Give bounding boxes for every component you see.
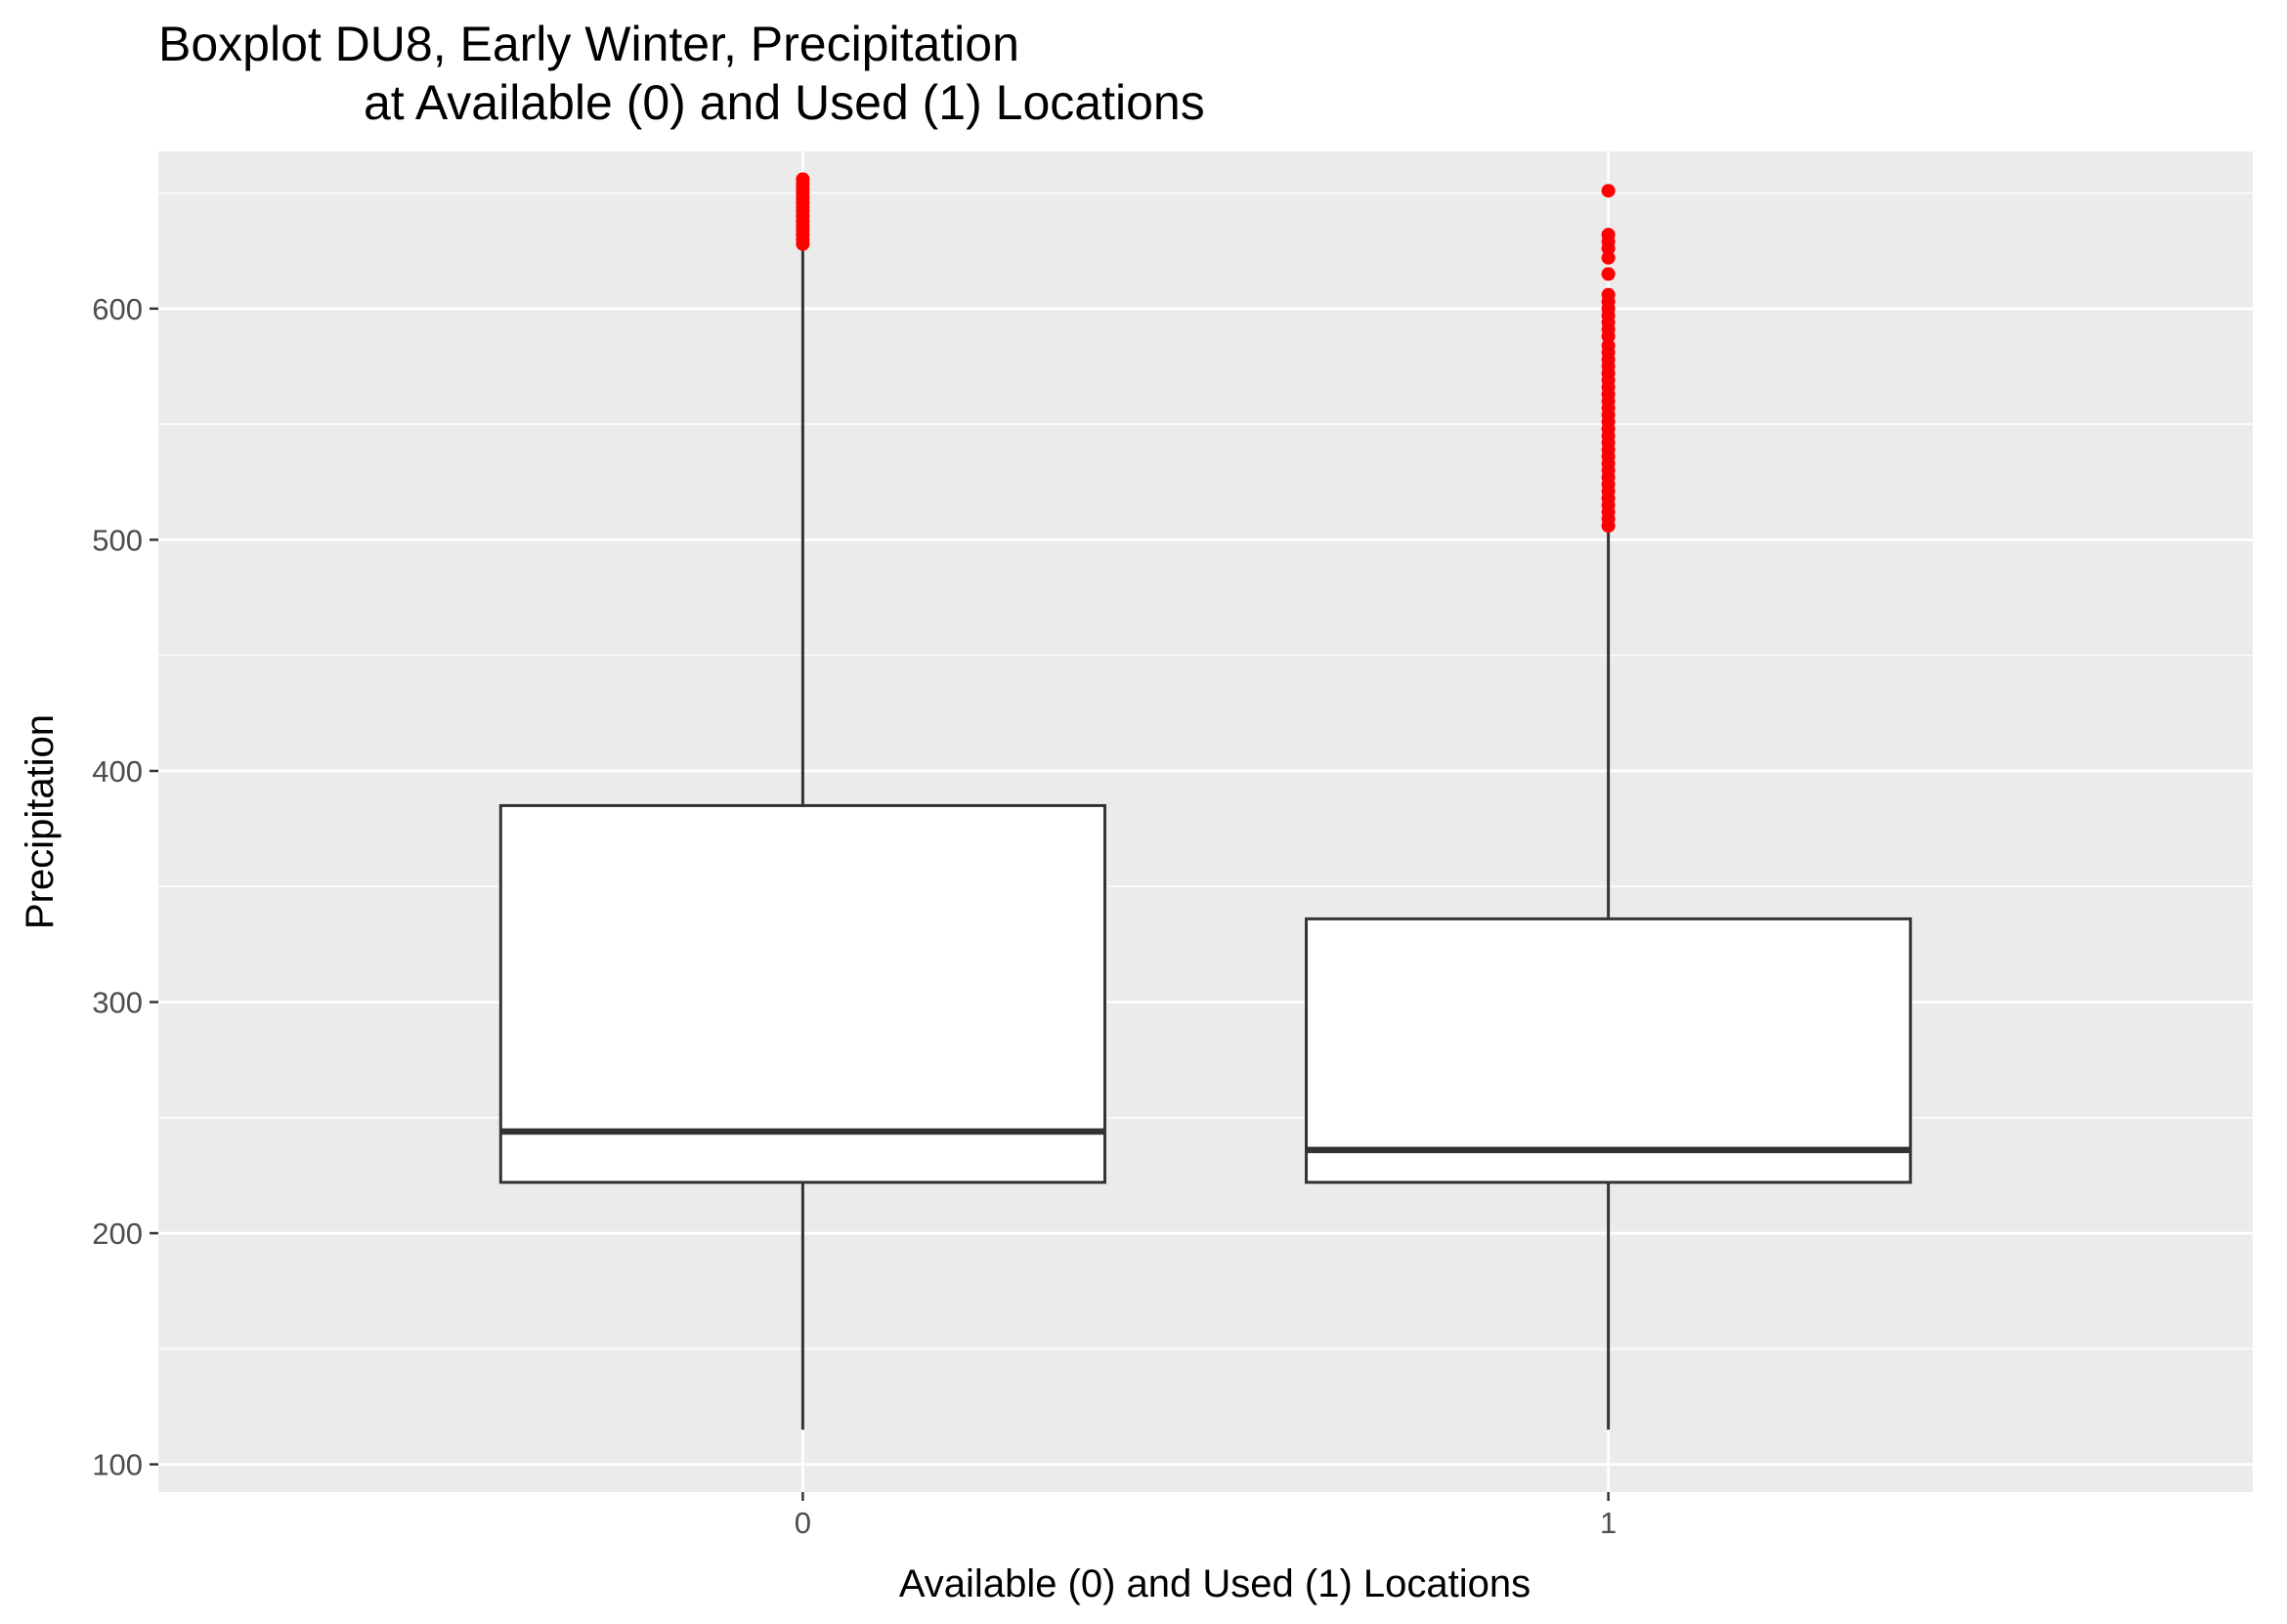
plot-panel (158, 151, 2253, 1492)
outlier-point-1 (1601, 267, 1616, 281)
y-tick-label: 300 (92, 986, 143, 1020)
outlier-layer (796, 172, 1616, 534)
y-tick-label: 600 (92, 292, 143, 326)
y-tick-label: 500 (92, 523, 143, 557)
chart-title-line-2: at Available (0) and Used (1) Locations (364, 75, 1205, 130)
outlier-point-1 (1601, 184, 1616, 198)
y-tick-label: 200 (92, 1217, 143, 1251)
x-axis-title: Available (0) and Used (1) Locations (899, 1562, 1531, 1605)
outlier-point-1 (1601, 287, 1616, 302)
box-1 (1305, 917, 1913, 1184)
box-0 (498, 803, 1106, 1184)
x-tick-label: 0 (795, 1506, 811, 1540)
chart-title-line-1: Boxplot DU8, Early Winter, Precipitation (158, 17, 1019, 71)
x-tick-label: 1 (1600, 1506, 1617, 1540)
outlier-point-0 (796, 172, 810, 187)
y-tick-label: 100 (92, 1448, 143, 1482)
y-axis-title: Precipitation (19, 714, 62, 929)
y-tick-label: 400 (92, 754, 143, 789)
outlier-point-1 (1601, 228, 1616, 242)
y-axis: 100 200 300 400 500 600 (92, 292, 158, 1482)
box-layer (498, 245, 1913, 1431)
